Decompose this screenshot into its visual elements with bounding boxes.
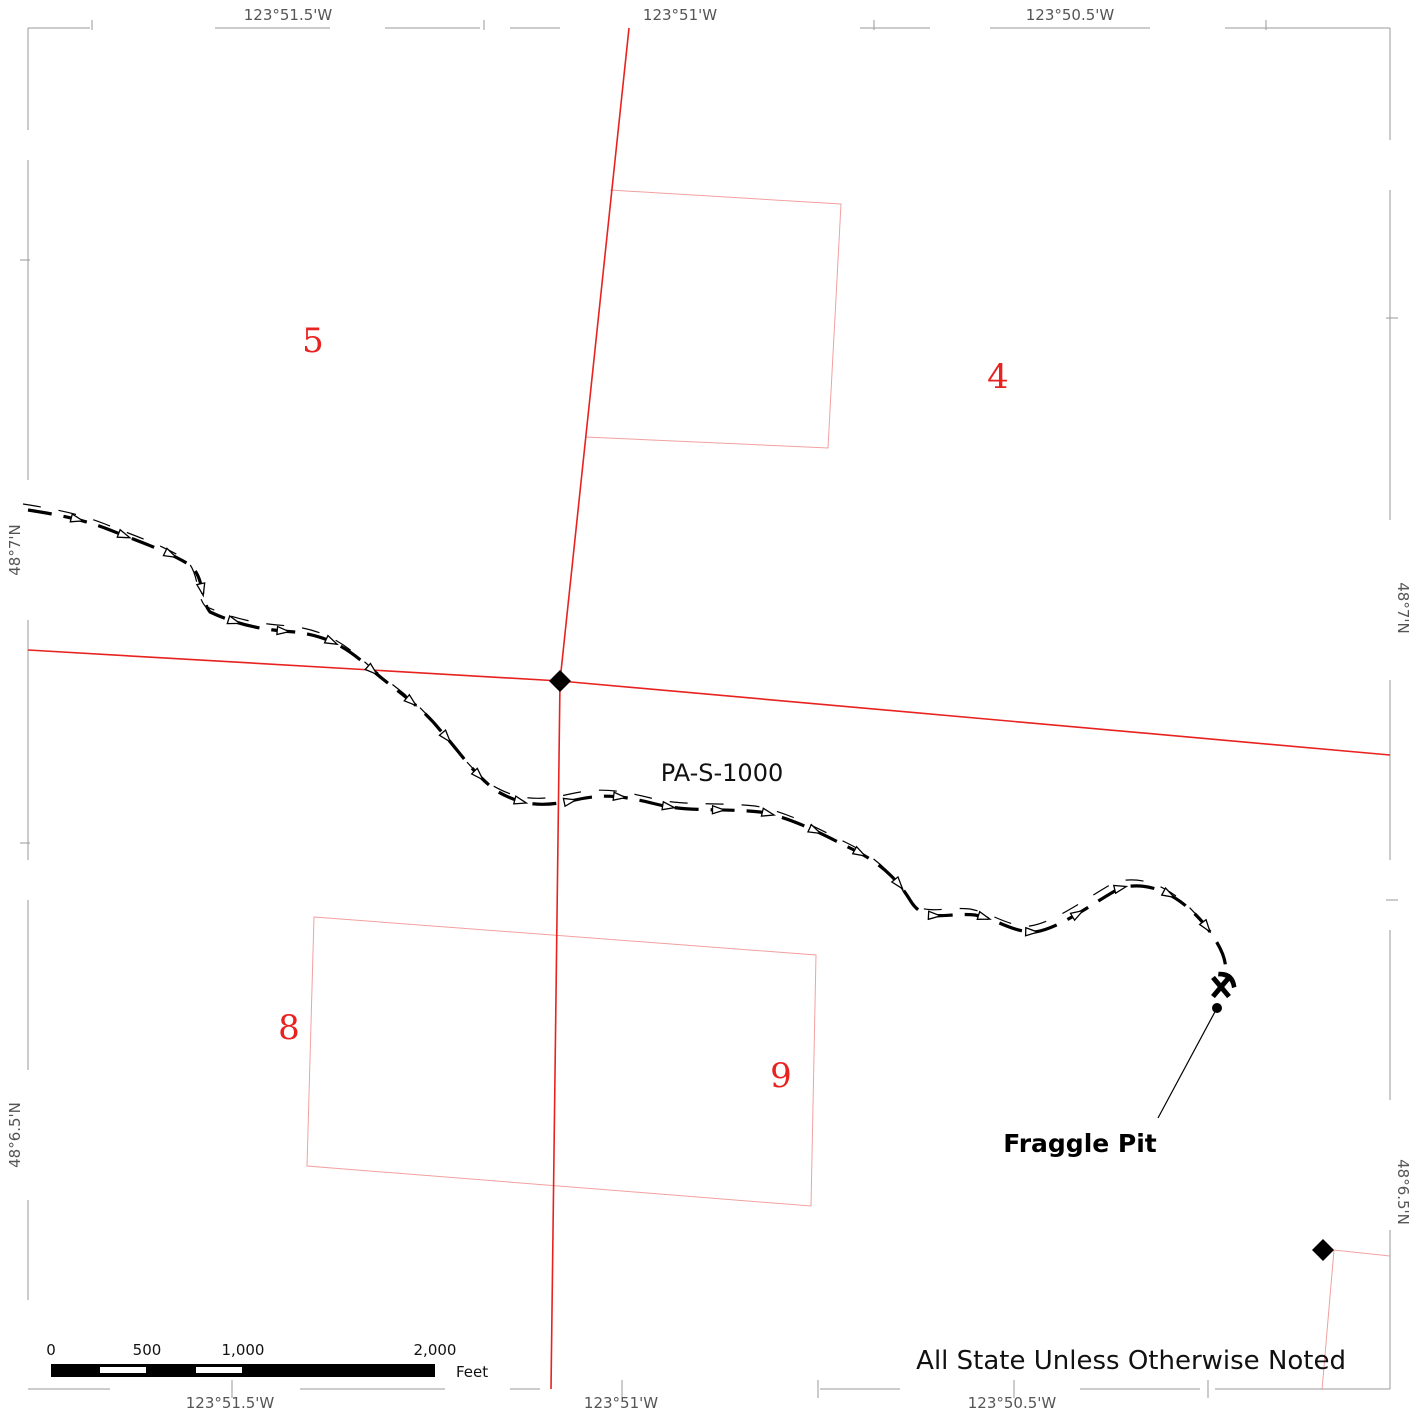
- road-hatch-icon: [711, 804, 727, 815]
- scale-tick-0: 0: [46, 1341, 56, 1359]
- road-hatch-icon: [890, 875, 904, 891]
- road-hatch-icon: [364, 662, 379, 676]
- section-label-4: 4: [987, 357, 1009, 397]
- coord-top-1: 123°51.5'W: [244, 6, 333, 24]
- road-hatch-icon: [1112, 884, 1129, 895]
- coord-top-3: 123°50.5'W: [1026, 6, 1115, 24]
- corner-marker-icon: [549, 670, 571, 692]
- coord-left-1: 48°7'N: [6, 524, 24, 575]
- section-line-north-south: [550, 27, 630, 1390]
- scale-bar: 0 500 1,000 2,000 Feet: [46, 1341, 488, 1381]
- section-label-8: 8: [278, 1008, 300, 1048]
- scale-bar-segment: [196, 1367, 242, 1373]
- road-hatch-icon: [1198, 918, 1212, 934]
- parcel-south: [306, 916, 817, 1207]
- road-hatch-icon: [976, 910, 992, 920]
- scale-bar-segment: [100, 1367, 146, 1373]
- section-label-5: 5: [302, 321, 324, 361]
- road-hatch-icon: [403, 693, 418, 707]
- road-hatch-icon: [927, 910, 943, 921]
- road-hatch-icon: [512, 795, 529, 805]
- road-hatch-icon: [760, 807, 777, 817]
- ownership-note: All State Unless Otherwise Noted: [916, 1346, 1346, 1376]
- road-hatch-icon: [69, 513, 85, 523]
- road-hatch-icon: [1024, 926, 1040, 937]
- scale-tick-1000: 1,000: [222, 1341, 265, 1359]
- coord-top-2: 123°51'W: [643, 6, 717, 24]
- corner-marker-icon: [1312, 1239, 1334, 1261]
- parcel-boundaries: [306, 189, 1391, 1391]
- road-hatch-icon: [323, 634, 340, 646]
- map-frame: [20, 20, 1398, 1398]
- road-hatch-icon: [661, 800, 677, 811]
- scale-bar-body: [51, 1364, 435, 1377]
- map-labels: 5 4 8 9 PA-S-1000 Fraggle Pit All State …: [278, 321, 1346, 1376]
- road-hatch-icon: [851, 845, 867, 858]
- section-line-east-west: [27, 649, 1391, 756]
- road-hatch-icon: [116, 528, 132, 539]
- road-hatch-symbols: [69, 513, 1212, 937]
- road-hatch-icon: [1069, 909, 1085, 922]
- road-label: PA-S-1000: [661, 759, 783, 787]
- road-hatch-icon: [1160, 886, 1176, 899]
- coord-right-2: 48°6.5'N: [1394, 1159, 1412, 1225]
- pit-leader-line: [1157, 1007, 1218, 1119]
- coord-bottom-3: 123°50.5'W: [968, 1394, 1057, 1412]
- road-pa-s-1000[interactable]: [22, 503, 1228, 976]
- pit-label: Fraggle Pit: [1003, 1129, 1157, 1158]
- corner-markers: [549, 670, 1334, 1261]
- section-label-9: 9: [770, 1056, 792, 1096]
- road-hatch-icon: [806, 823, 823, 835]
- road-hatch-icon: [438, 729, 452, 744]
- section-lines: [27, 27, 1391, 1390]
- road-hatch-icon: [612, 791, 628, 802]
- coord-bottom-1: 123°51.5'W: [186, 1394, 275, 1412]
- scale-tick-500: 500: [133, 1341, 162, 1359]
- road-hatch-icon: [226, 614, 242, 625]
- coordinate-labels: 123°51.5'W 123°51'W 123°50.5'W 123°51.5'…: [6, 6, 1412, 1412]
- pit-icon-crossed-handle: [1211, 975, 1231, 999]
- scale-tick-2000: 2,000: [414, 1341, 457, 1359]
- road-hatch-icon: [195, 582, 206, 598]
- coord-bottom-2: 123°51'W: [584, 1394, 658, 1412]
- road-hatch-icon: [276, 625, 292, 636]
- coord-left-2: 48°6.5'N: [6, 1102, 24, 1168]
- fraggle-pit[interactable]: [1157, 968, 1239, 1119]
- road-hatch-icon: [470, 767, 485, 782]
- parcel-north: [584, 189, 842, 449]
- road-hatch-icon: [162, 547, 178, 559]
- coord-right-1: 48°7'N: [1394, 582, 1412, 633]
- scale-unit: Feet: [456, 1363, 488, 1381]
- road-hatch-icon: [562, 797, 578, 808]
